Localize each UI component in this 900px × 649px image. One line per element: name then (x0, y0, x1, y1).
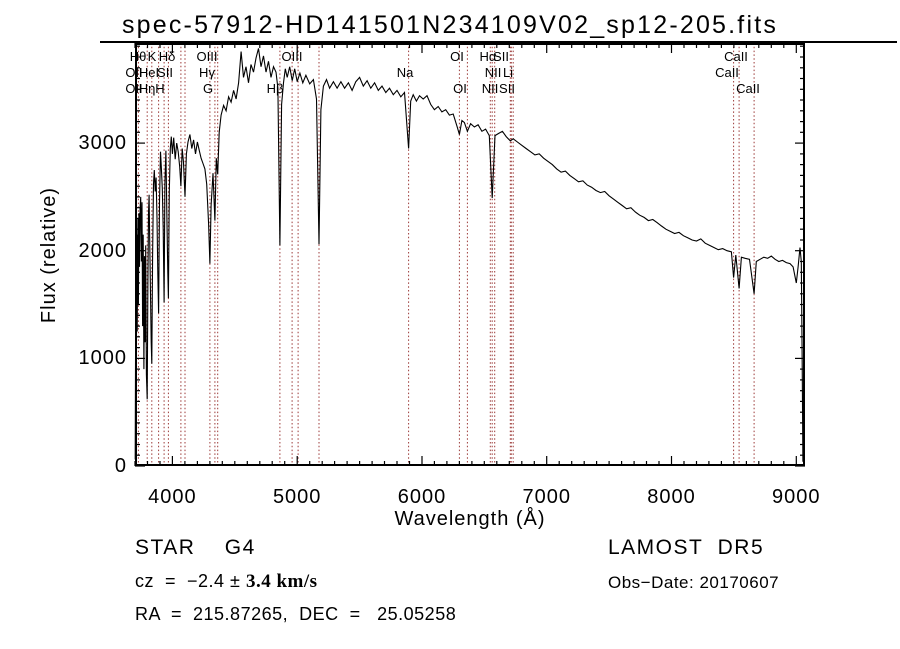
spectral-line-label: HeI (138, 65, 160, 80)
y-tick-label: 2000 (78, 239, 127, 262)
x-tick-label: 5000 (272, 486, 322, 508)
spectral-line-label: Li (502, 65, 514, 80)
spectral-line-label: Hδ (158, 49, 176, 64)
spectral-line-label: Hγ (199, 65, 215, 80)
cz-value-line: cz = −2.4 ± 3.4 km/s (135, 571, 456, 593)
cz-number: 3.4 km/s (245, 571, 318, 592)
spectral-line-label: CaII (715, 65, 739, 80)
x-tick-label: 6000 (397, 486, 447, 508)
spectral-line-label: CaII (736, 81, 760, 96)
spectral-line-label: Hα (479, 49, 497, 64)
spectral-line-label: OI (450, 49, 464, 64)
footer-left: STAR G4 cz = −2.4 ± 3.4 km/s RA = 215.87… (135, 536, 456, 625)
spectral-line-label: OII (125, 81, 143, 96)
spectral-line-label: K (147, 49, 157, 64)
obs-date-label: Obs−Date: 20170607 (608, 573, 780, 592)
y-tick-label: 3000 (78, 132, 127, 155)
spectral-line-label: OI (453, 81, 467, 96)
fits-filename-link[interactable]: spec-57912-HD141501N234109V02_sp12-205.f… (121, 11, 779, 39)
x-tick-label: 4000 (148, 486, 197, 508)
spectral-line-label: SII (493, 49, 509, 64)
spectral-line-label: SII (499, 81, 515, 96)
spectral-line-label: SII (157, 65, 173, 80)
survey-release-label: LAMOST DR5 (608, 536, 765, 559)
title-underline (100, 41, 897, 43)
x-axis-label: Wavelength (Å) (394, 508, 546, 530)
y-tick-label: 0 (114, 455, 127, 477)
plot-area (134, 43, 805, 467)
x-tick-label: 8000 (647, 486, 696, 508)
spectral-line-label: Hθ (129, 49, 147, 64)
y-tick-label: 1000 (78, 347, 127, 370)
ra-dec-line: RA = 215.87265, DEC = 25.05258 (135, 604, 457, 624)
spectral-line-label: NII (484, 65, 502, 80)
footer-right: LAMOST DR5 Obs−Date: 20170607 (608, 536, 779, 593)
object-class-label: STAR G4 (135, 536, 256, 559)
spectral-line-label: Hη (138, 81, 156, 96)
spectral-line-label: OIII (281, 49, 303, 64)
spectral-line-label: NII (481, 81, 499, 96)
spectral-line-label: Hβ (266, 81, 284, 96)
spectral-line-label: OIII (196, 49, 218, 64)
spectral-line-label: Na (396, 65, 414, 80)
spectral-line-label: G (202, 81, 214, 96)
x-tick-label: 7000 (522, 486, 571, 508)
spectral-line-label: CaII (724, 49, 748, 64)
x-tick-label: 9000 (772, 486, 821, 508)
cz-prefix: cz = −2.4 ± (135, 571, 246, 591)
spectral-line-label: H (155, 81, 165, 96)
spectrum-svg (134, 43, 805, 467)
spectral-line-label: OII (125, 65, 143, 80)
